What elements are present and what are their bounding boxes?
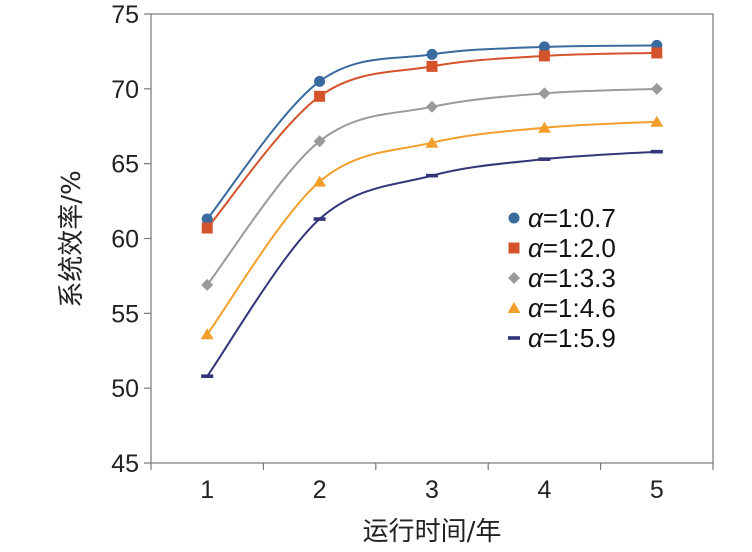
legend-label-value: =1:3.3 [543, 263, 616, 293]
legend-label-symbol: α [528, 203, 544, 233]
legend-label-value: =1:0.7 [543, 203, 616, 233]
legend-label: α=1:4.6 [528, 293, 616, 323]
legend-marker [507, 302, 521, 313]
data-point [650, 115, 664, 127]
x-tick-label: 5 [650, 476, 664, 504]
data-point [538, 157, 551, 161]
data-point [651, 47, 663, 59]
data-point [201, 213, 213, 225]
legend-label: α=1:2.0 [528, 233, 616, 263]
legend-label-symbol: α [528, 323, 544, 353]
x-tick-label: 3 [425, 476, 439, 504]
legend-label: α=1:5.9 [528, 323, 616, 353]
data-point [314, 90, 326, 102]
x-tick-label: 1 [200, 476, 214, 504]
y-tick-label: 75 [111, 1, 139, 29]
series-line [206, 44, 657, 220]
legend-marker [508, 336, 520, 340]
data-point [538, 50, 550, 62]
legend-label-value: =1:4.6 [543, 293, 616, 323]
x-tick-label: 2 [313, 476, 327, 504]
data-point [426, 60, 438, 72]
data-point [313, 217, 326, 221]
data-point [426, 48, 438, 60]
legend-label: α=1:3.3 [528, 263, 616, 293]
data-point [425, 136, 439, 148]
series-line [206, 120, 657, 335]
data-point [426, 100, 438, 113]
legend-marker [508, 212, 520, 224]
data-point [426, 173, 438, 178]
legend-label-value: =1:5.9 [543, 323, 616, 353]
data-point [201, 278, 214, 291]
data-point [538, 87, 551, 100]
data-point [313, 175, 327, 187]
data-point [650, 82, 663, 95]
data-point [200, 328, 214, 340]
series-line [206, 51, 657, 229]
data-point [201, 222, 213, 234]
series-line [206, 150, 657, 377]
legend-marker [508, 272, 520, 284]
series-markers [200, 39, 664, 378]
data-point [537, 121, 551, 133]
legend-label: α=1:0.7 [528, 203, 616, 233]
x-axis-ticks: 1 2 3 4 5 [150, 463, 714, 504]
data-point [313, 135, 326, 148]
y-tick-label: 45 [111, 450, 139, 478]
data-point [314, 75, 326, 87]
y-tick-label: 60 [111, 226, 139, 254]
legend-label-symbol: α [528, 293, 544, 323]
legend-label-symbol: α [528, 233, 544, 263]
x-axis-title: 运行时间/年 [363, 517, 502, 547]
y-tick-label: 55 [111, 300, 139, 328]
x-tick-label: 4 [537, 476, 551, 504]
legend-marker [508, 242, 520, 254]
legend-label-symbol: α [528, 263, 544, 293]
series-line [206, 87, 657, 286]
plot-frame [150, 13, 714, 464]
legend: α=1:0.7α=1:2.0α=1:3.3α=1:4.6α=1:5.9 [507, 203, 616, 353]
data-point [538, 41, 550, 53]
series-lines [206, 44, 657, 377]
y-tick-label: 50 [111, 375, 139, 403]
y-axis-title: 系统效率/% [57, 170, 87, 307]
y-axis-ticks: 45 50 55 60 65 70 75 [111, 1, 151, 478]
data-point [650, 149, 663, 154]
y-tick-label: 65 [111, 151, 139, 179]
data-point [201, 374, 214, 378]
legend-label-value: =1:2.0 [543, 233, 616, 263]
y-tick-label: 70 [111, 76, 139, 104]
